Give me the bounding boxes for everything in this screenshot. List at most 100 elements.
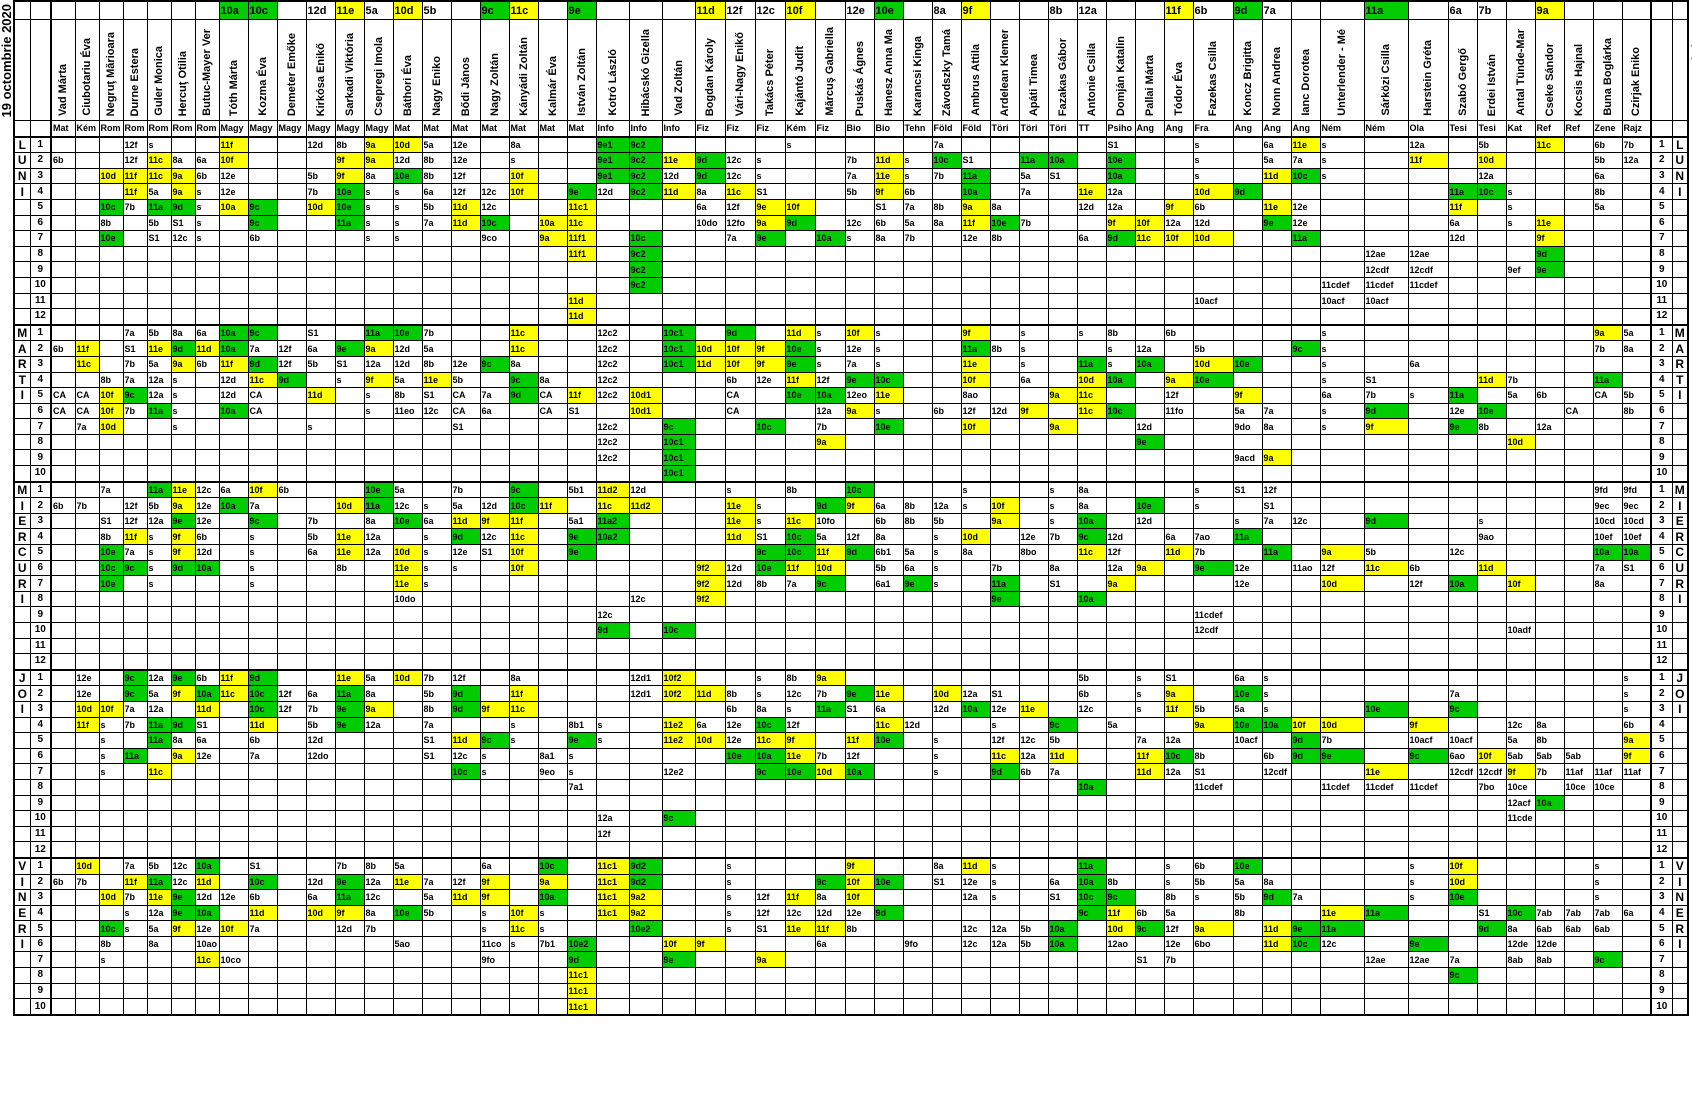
empty-cell[interactable] [1018,590,1049,608]
lesson-cell-luni-p4-c41[interactable]: 10d [1192,183,1234,200]
empty-cell[interactable] [98,261,124,278]
empty-cell[interactable] [1407,700,1449,718]
lesson-cell-joi-p10-c23[interactable]: 9c [661,810,696,827]
empty-cell[interactable] [1476,700,1507,718]
empty-cell[interactable] [50,982,76,1000]
empty-cell[interactable] [1534,340,1565,357]
empty-cell[interactable] [754,276,786,294]
empty-cell[interactable] [276,637,307,655]
empty-cell[interactable] [247,418,278,435]
lesson-cell-vineri-p2-c48[interactable]: 10d [1447,873,1478,891]
empty-cell[interactable] [960,998,991,1016]
empty-cell[interactable] [50,183,76,200]
empty-cell[interactable] [1592,747,1623,765]
empty-cell[interactable] [247,622,278,639]
empty-cell[interactable] [724,763,756,780]
empty-cell[interactable] [74,810,100,827]
empty-cell[interactable] [50,214,76,232]
lesson-cell-luni-p7-c9[interactable]: 6b [247,230,278,247]
lesson-cell-joi-p7-c43[interactable]: 12cdf [1261,763,1292,780]
empty-cell[interactable] [814,841,846,859]
empty-cell[interactable] [74,292,100,310]
empty-cell[interactable] [595,778,630,796]
empty-cell[interactable] [1621,292,1652,310]
lesson-cell-vineri-p1-c5[interactable]: 5b [146,856,172,875]
empty-cell[interactable] [931,982,962,1000]
lesson-cell-miercuri-p2-c1[interactable]: 6b [50,497,76,514]
lesson-cell-miercuri-p5-c37[interactable]: 11c [1076,544,1107,561]
empty-cell[interactable] [450,465,481,483]
lesson-cell-vineri-p3-c44[interactable]: 7a [1290,889,1321,906]
lesson-cell-marti-p4-c28[interactable]: 12f [814,371,846,389]
empty-cell[interactable] [1134,387,1165,404]
empty-cell[interactable] [1447,261,1478,278]
empty-cell[interactable] [754,480,786,499]
lesson-cell-joi-p4-c2[interactable]: 11f [74,716,100,734]
lesson-cell-marti-p4-c21[interactable]: 12c2 [595,371,630,389]
empty-cell[interactable] [50,889,76,906]
empty-cell[interactable] [661,387,696,404]
lesson-cell-marti-p2-c21[interactable]: 12c2 [595,340,630,357]
empty-cell[interactable] [450,276,481,294]
empty-cell[interactable] [74,214,100,232]
lesson-cell-vineri-p1-c7[interactable]: 10a [194,856,220,875]
lesson-cell-marti-p1-c53[interactable]: 9a [1592,323,1623,342]
empty-cell[interactable] [1232,967,1263,984]
lesson-cell-joi-p10-c50[interactable]: 11cde [1505,810,1536,827]
lesson-cell-luni-p3-c21[interactable]: 9e1 [595,167,630,185]
empty-cell[interactable] [194,449,220,467]
empty-cell[interactable] [1407,544,1449,561]
empty-cell[interactable] [276,402,307,420]
empty-cell[interactable] [1363,308,1409,326]
empty-cell[interactable] [1076,622,1107,639]
empty-cell[interactable] [1018,559,1049,577]
empty-cell[interactable] [931,371,962,389]
lesson-cell-joi-p3-c39[interactable]: s [1134,700,1165,718]
empty-cell[interactable] [276,261,307,278]
empty-cell[interactable] [661,998,696,1016]
empty-cell[interactable] [902,261,933,278]
empty-cell[interactable] [1363,152,1409,169]
empty-cell[interactable] [902,825,933,843]
empty-cell[interactable] [508,763,539,780]
lesson-cell-luni-p4-c53[interactable]: 8b [1592,183,1623,200]
empty-cell[interactable] [844,261,875,278]
lesson-cell-vineri-p6-c24[interactable]: 9f [694,935,726,953]
empty-cell[interactable] [754,292,786,310]
empty-cell[interactable] [1076,825,1107,843]
empty-cell[interactable] [1290,433,1321,451]
lesson-cell-marti-p7-c16[interactable]: S1 [450,418,481,435]
empty-cell[interactable] [363,261,394,278]
lesson-cell-vineri-p7-c53[interactable]: 9c [1592,951,1623,969]
lesson-cell-marti-p7-c11[interactable]: s [305,418,336,435]
empty-cell[interactable] [784,418,816,435]
empty-cell[interactable] [754,308,786,326]
lesson-cell-joi-p8-c45[interactable]: 11cdef [1319,778,1365,796]
lesson-cell-marti-p6-c2[interactable]: CA [74,402,100,420]
empty-cell[interactable] [218,433,249,451]
empty-cell[interactable] [595,292,630,310]
empty-cell[interactable] [1290,276,1321,294]
empty-cell[interactable] [1621,276,1652,294]
empty-cell[interactable] [1192,402,1234,420]
lesson-cell-vineri-p5-c45[interactable]: 11a [1319,920,1365,937]
lesson-cell-luni-p3-c3[interactable]: 10d [98,167,124,185]
lesson-cell-miercuri-p3-c3[interactable]: S1 [98,512,124,530]
lesson-cell-marti-p2-c27[interactable]: 10e [784,340,816,357]
empty-cell[interactable] [247,167,278,185]
empty-cell[interactable] [170,575,196,592]
lesson-cell-luni-p1-c15[interactable]: 5a [421,135,452,154]
empty-cell[interactable] [508,261,539,278]
lesson-cell-marti-p5-c47[interactable]: s [1407,387,1449,404]
lesson-cell-miercuri-p5-c31[interactable]: 5a [902,544,933,561]
lesson-cell-joi-p2-c7[interactable]: 10a [194,685,220,702]
lesson-cell-luni-p2-c44[interactable]: 7a [1290,152,1321,169]
empty-cell[interactable] [1505,402,1536,420]
empty-cell[interactable] [122,465,148,483]
empty-cell[interactable] [1363,465,1409,483]
empty-cell[interactable] [421,763,452,780]
lesson-cell-luni-p11-c20[interactable]: 11d [566,292,597,310]
lesson-cell-miercuri-p3-c42[interactable]: s [1232,512,1263,530]
empty-cell[interactable] [873,982,904,1000]
lesson-cell-miercuri-p2-c33[interactable]: s [960,497,991,514]
